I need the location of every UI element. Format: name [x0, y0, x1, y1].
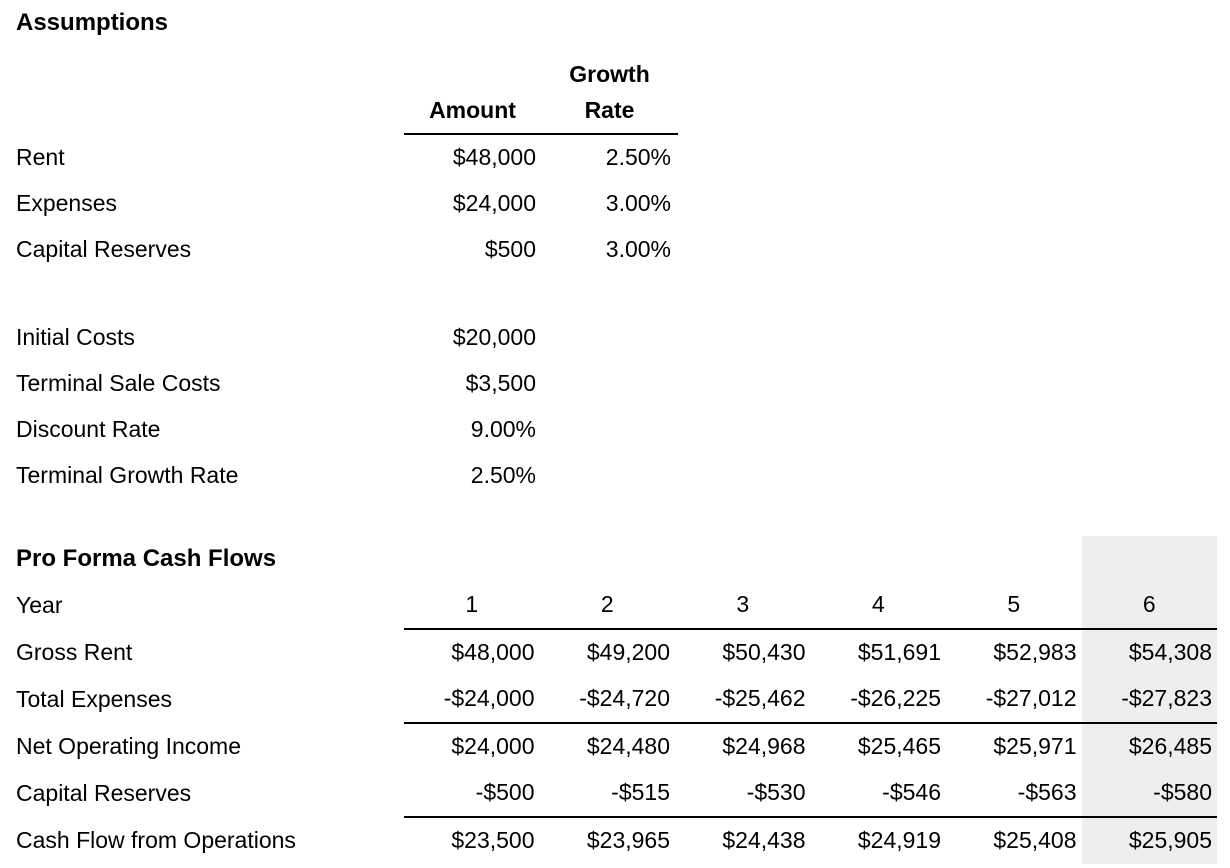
empty-cell: [541, 407, 678, 453]
value-cell: $23,965: [586, 827, 670, 854]
empty-cell: [404, 536, 540, 582]
row-cash-flow-from-operations: Cash Flow from Operations $23,500 $23,96…: [0, 817, 1217, 864]
value-cell: -$24,720: [539, 676, 675, 724]
row-label: Net Operating Income: [16, 732, 242, 759]
row-label: Capital Reserves: [16, 236, 192, 263]
value-cell: $48,000: [451, 639, 535, 666]
value-cell: -$546: [810, 770, 946, 818]
row-gross-rent: Gross Rent $48,000 $49,200 $50,430 $51,6…: [0, 629, 1217, 676]
growth-rate-header-line2: Rate: [584, 97, 635, 123]
assumption-row-expenses: Expenses $24,000 3.00%: [0, 181, 678, 227]
growth-rate-cell: 2.50%: [605, 144, 671, 171]
value-cell: -$500: [404, 770, 540, 818]
growth-rate-cell: 3.00%: [605, 236, 671, 263]
row-net-operating-income: Net Operating Income $24,000 $24,480 $24…: [0, 723, 1217, 770]
value-cell-highlighted: $54,308: [1081, 629, 1217, 676]
year-cell: 4: [810, 582, 946, 630]
row-label: Gross Rent: [16, 638, 133, 665]
value-cell: $52,983: [993, 639, 1077, 666]
year-header-row: Year 1 2 3 4 5 6: [0, 582, 1217, 630]
value-cell: -$563: [946, 770, 1082, 818]
row-total-expenses: Total Expenses -$24,000 -$24,720 -$25,46…: [0, 676, 1217, 724]
value-cell-highlighted: $25,905: [1081, 817, 1217, 864]
row-capital-reserves: Capital Reserves -$500 -$515 -$530 -$546…: [0, 770, 1217, 818]
amount-column-header: Amount: [404, 46, 541, 135]
amount-cell: $20,000: [452, 324, 536, 351]
growth-rate-cell: 3.00%: [605, 190, 671, 217]
year-cell: 2: [539, 582, 675, 630]
amount-cell: $24,000: [452, 190, 536, 217]
pro-forma-title-row: Pro Forma Cash Flows: [0, 536, 1217, 582]
row-label: Terminal Sale Costs: [16, 370, 221, 397]
value-cell: $24,919: [857, 827, 941, 854]
amount-cell: 9.00%: [470, 416, 536, 443]
value-cell: -$530: [675, 770, 811, 818]
value-cell: $24,000: [451, 733, 535, 760]
row-label: Initial Costs: [16, 324, 135, 351]
empty-cell: [540, 536, 676, 582]
value-cell: $51,691: [857, 639, 941, 666]
value-cell: -$25,462: [675, 676, 811, 724]
empty-cell: [675, 536, 811, 582]
assumption-row-discount-rate: Discount Rate 9.00%: [0, 407, 678, 453]
pro-forma-cash-flows-table: Pro Forma Cash Flows Year 1 2 3 4 5 6 Gr…: [0, 536, 1217, 864]
empty-cell: [811, 536, 947, 582]
value-cell: $24,480: [586, 733, 670, 760]
empty-cell: [0, 46, 404, 134]
year-cell-highlighted: 6: [1081, 582, 1217, 630]
value-cell: -$515: [539, 770, 675, 818]
value-cell: $25,408: [993, 827, 1077, 854]
value-cell: -$27,012: [946, 676, 1082, 724]
row-label: Discount Rate: [16, 416, 161, 443]
year-cell: 3: [675, 582, 811, 630]
year-row-label: Year: [16, 591, 63, 618]
spacer-row: [0, 273, 678, 315]
row-label: Terminal Growth Rate: [16, 462, 239, 489]
assumptions-table: Amount Growth Rate Rent $48,000 2.50% Ex…: [0, 46, 678, 499]
row-label: Total Expenses: [16, 685, 172, 712]
value-cell: $49,200: [586, 639, 670, 666]
assumption-row-capital-reserves: Capital Reserves $500 3.00%: [0, 227, 678, 273]
growth-rate-column-header: Growth Rate: [541, 46, 678, 135]
value-cell-highlighted: -$27,823: [1081, 676, 1217, 724]
assumption-row-rent: Rent $48,000 2.50%: [0, 134, 678, 181]
empty-cell: [0, 273, 678, 315]
growth-rate-header-line1: Growth: [569, 61, 650, 87]
empty-cell: [541, 315, 678, 361]
year-cell: 1: [404, 582, 540, 630]
amount-cell: $500: [484, 236, 536, 263]
amount-cell: $48,000: [452, 144, 536, 171]
value-cell-highlighted: $26,485: [1081, 723, 1217, 770]
row-label: Capital Reserves: [16, 779, 192, 806]
highlighted-column-cell: [1081, 536, 1217, 582]
assumptions-section-title: Assumptions: [16, 9, 169, 36]
assumption-row-terminal-growth-rate: Terminal Growth Rate 2.50%: [0, 453, 678, 499]
row-label: Expenses: [16, 190, 118, 217]
value-cell: $50,430: [722, 639, 806, 666]
pro-forma-section-title: Pro Forma Cash Flows: [16, 544, 277, 572]
empty-cell: [946, 536, 1082, 582]
year-cell: 5: [946, 582, 1082, 630]
row-label: Rent: [16, 143, 65, 170]
value-cell: $25,465: [857, 733, 941, 760]
value-cell: $24,438: [722, 827, 806, 854]
assumption-row-terminal-sale-costs: Terminal Sale Costs $3,500: [0, 361, 678, 407]
amount-cell: $3,500: [465, 370, 536, 397]
value-cell: $25,971: [993, 733, 1077, 760]
empty-cell: [541, 361, 678, 407]
empty-cell: [541, 453, 678, 499]
assumption-row-initial-costs: Initial Costs $20,000: [0, 315, 678, 361]
row-label: Cash Flow from Operations: [16, 826, 296, 853]
value-cell: $24,968: [722, 733, 806, 760]
assumptions-header-row: Amount Growth Rate: [0, 46, 678, 135]
amount-cell: 2.50%: [470, 462, 536, 489]
value-cell: -$24,000: [404, 676, 540, 724]
value-cell: $23,500: [451, 827, 535, 854]
value-cell: -$26,225: [810, 676, 946, 724]
value-cell-highlighted: -$580: [1081, 770, 1217, 818]
